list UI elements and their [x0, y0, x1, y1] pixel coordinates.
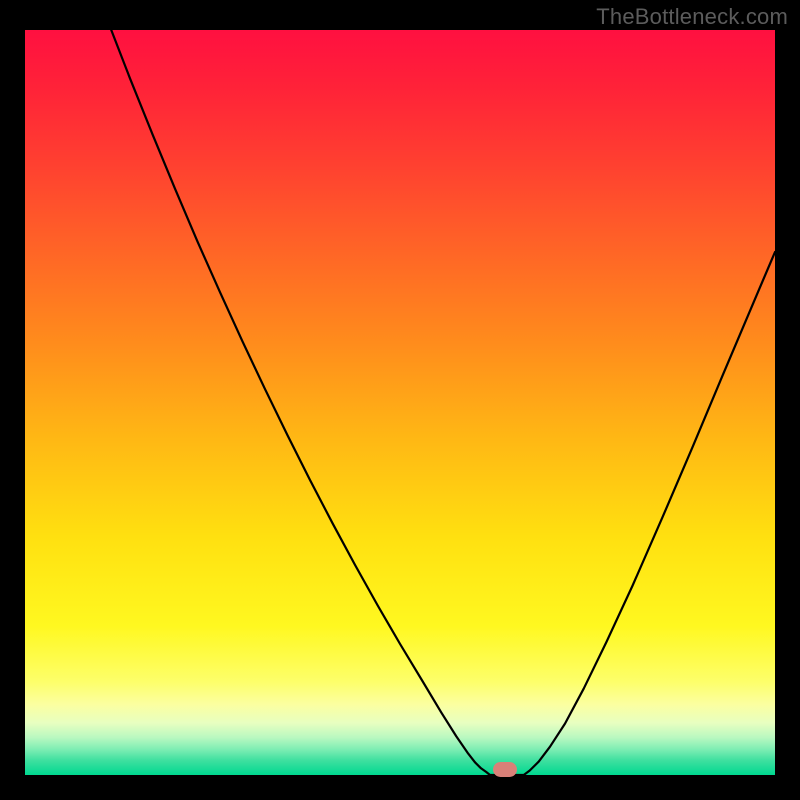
chart-svg	[25, 30, 775, 775]
watermark-text: TheBottleneck.com	[596, 4, 788, 30]
optimum-marker	[493, 762, 517, 777]
chart-area	[25, 30, 775, 775]
chart-background	[25, 30, 775, 775]
